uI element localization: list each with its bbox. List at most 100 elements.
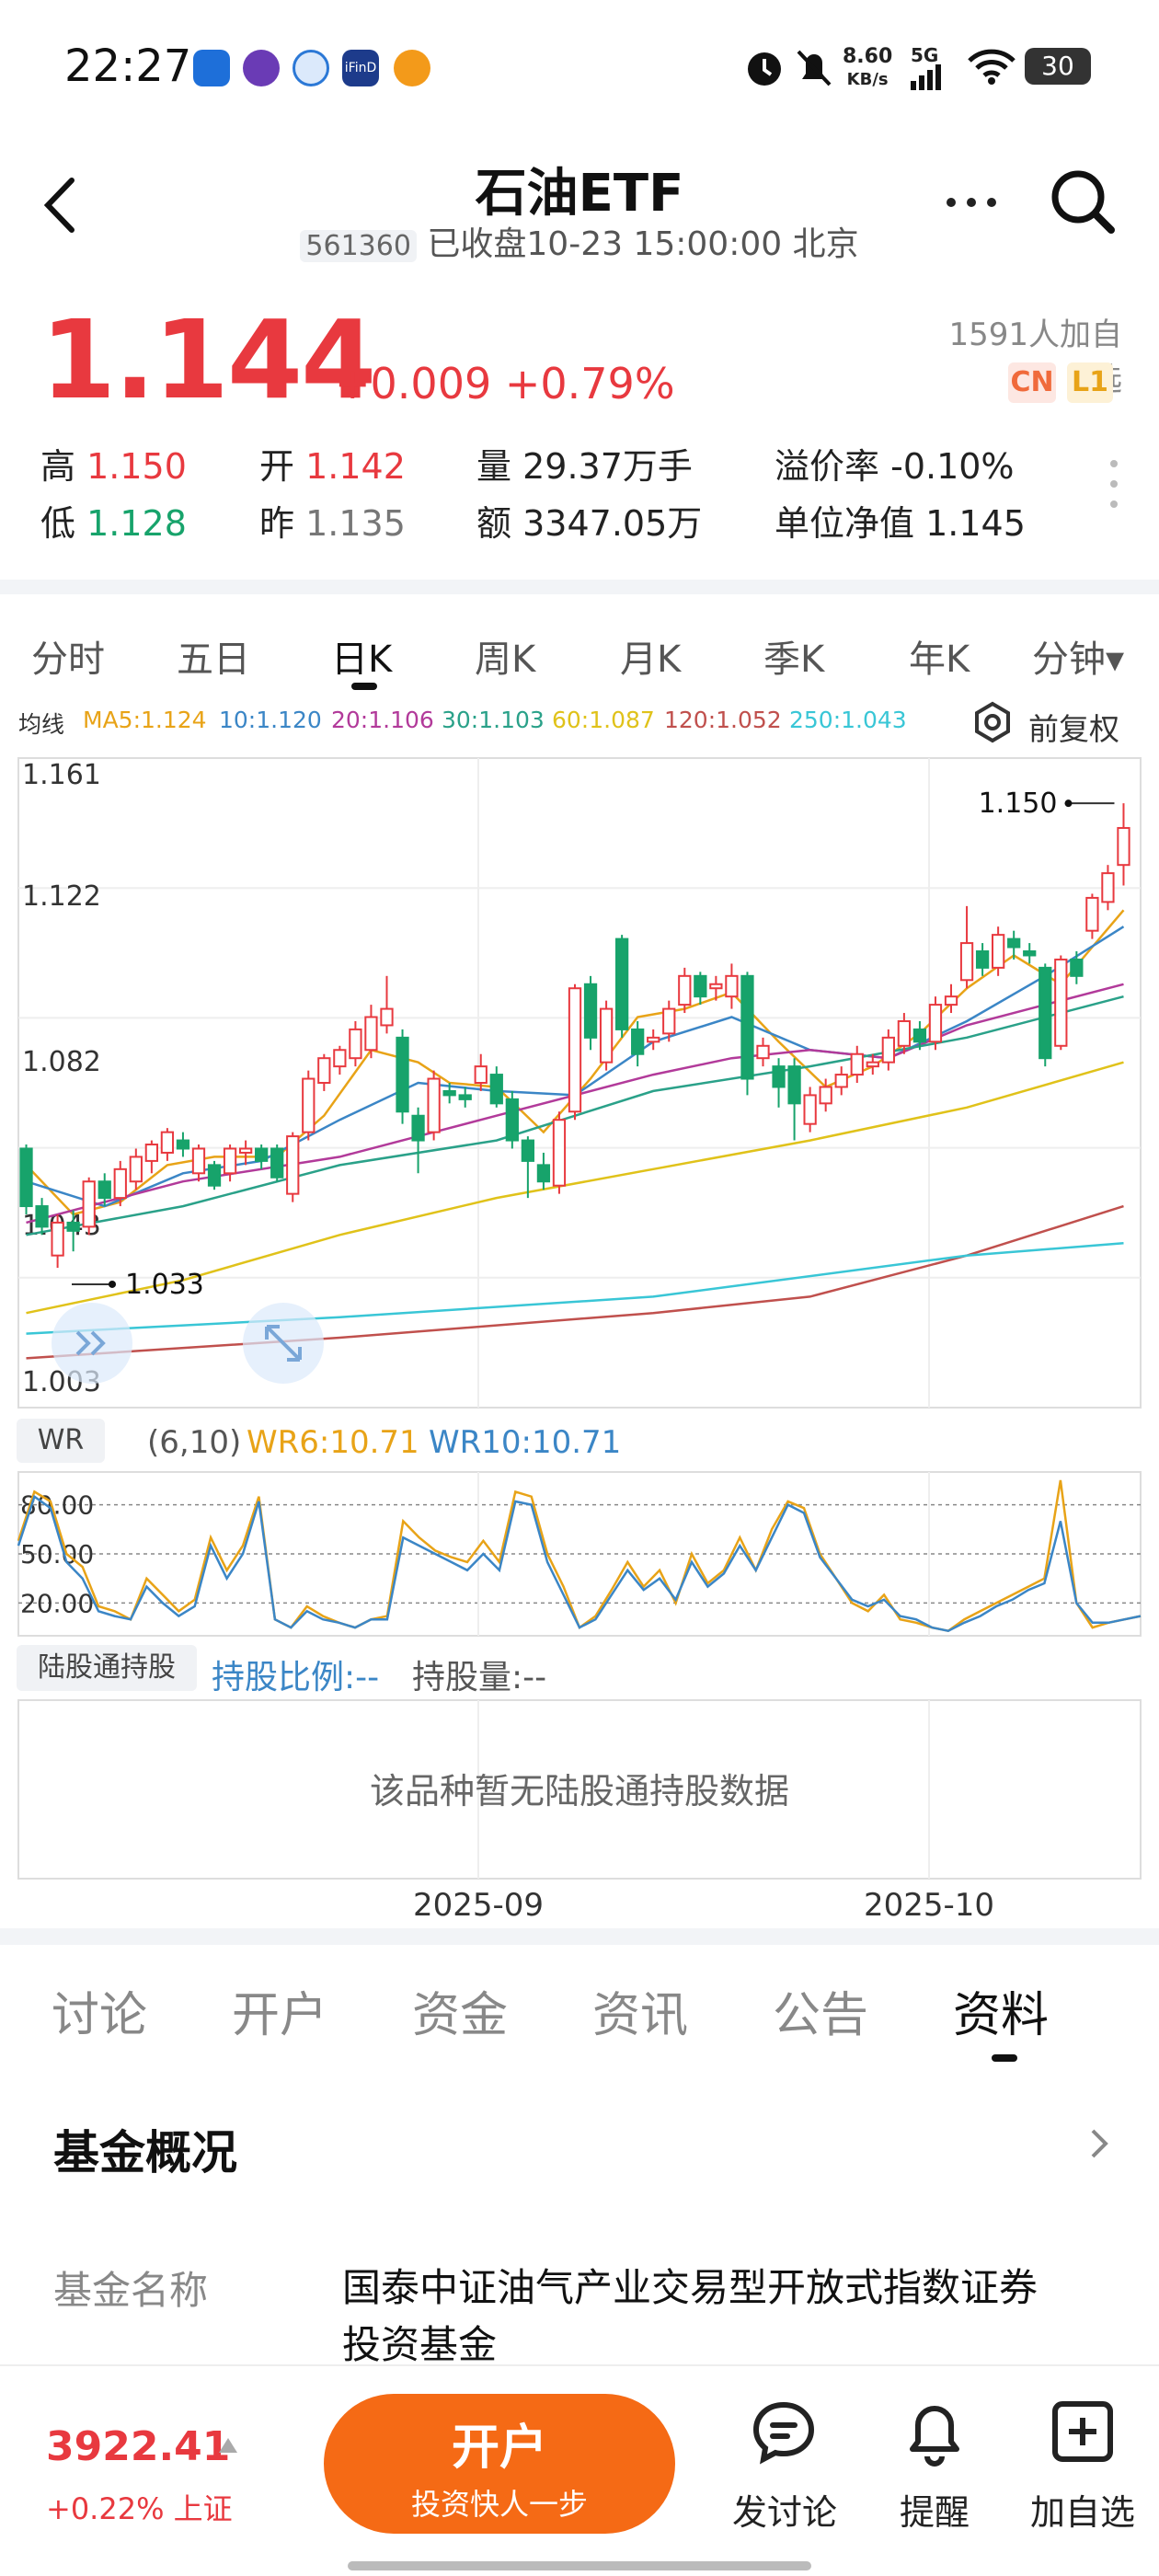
- candle-body: [317, 1057, 331, 1085]
- ma-line-ma60: [26, 1061, 1124, 1315]
- double-chevron-icon: [75, 1330, 106, 1356]
- wr-indicator-button[interactable]: WR: [17, 1419, 105, 1463]
- ma20-value: 20:1.106: [331, 707, 434, 733]
- x-tick-label: 2025-09: [413, 1887, 544, 1924]
- min-marker-dot: [109, 1280, 116, 1288]
- tab-monthly[interactable]: 月K: [620, 638, 682, 681]
- amount: 额 3347.05万: [476, 503, 703, 544]
- adjust-mode[interactable]: 前复权: [1028, 711, 1119, 747]
- candle-body: [725, 974, 739, 998]
- fund-name-value: 国泰中证油气产业交易型开放式指数证券 投资基金: [342, 2265, 1039, 2367]
- candle-body: [286, 1135, 300, 1195]
- hk-ratio: 持股比例:--: [212, 1659, 380, 1696]
- fund-name-label: 基金名称: [53, 2268, 209, 2313]
- ma-line-ma250: [26, 1242, 1124, 1335]
- candle-body: [834, 1074, 848, 1088]
- add-watchlist-icon[interactable]: [1050, 2399, 1115, 2464]
- remind-label[interactable]: 提醒: [900, 2492, 970, 2533]
- ma120-value: 120:1.052: [664, 707, 782, 733]
- candle-body: [427, 1077, 441, 1133]
- volume: 量 29.37万手: [476, 446, 693, 487]
- ma5-value: MA5:1.124: [83, 707, 207, 733]
- candle-body: [489, 1074, 503, 1105]
- candle-body: [912, 1028, 927, 1043]
- battery-icon: 30: [1025, 48, 1091, 85]
- candle-body: [505, 1098, 519, 1142]
- wr-tick-label: 20.00: [20, 1588, 94, 1618]
- index-change: +0.22% 上证: [46, 2491, 233, 2526]
- premium-rate: 溢价率 -0.10%: [775, 446, 1015, 487]
- candle-body: [144, 1144, 158, 1162]
- tab-announcements[interactable]: 公告: [773, 1988, 869, 2043]
- tab-news[interactable]: 资讯: [592, 1988, 689, 2043]
- candle-body: [819, 1086, 832, 1105]
- tab-intraday[interactable]: 分时: [31, 638, 105, 681]
- tab-open-account[interactable]: 开户: [232, 1988, 328, 2043]
- candle-body: [928, 1004, 943, 1043]
- cn-badge: CN: [1008, 362, 1056, 403]
- candle-body: [176, 1139, 190, 1150]
- candle-body: [349, 1028, 362, 1060]
- max-price-label: 1.150: [979, 788, 1058, 820]
- status-time: 22:27: [64, 40, 192, 92]
- candle-body: [1117, 826, 1130, 867]
- add-watchlist-label[interactable]: 加自选: [1030, 2492, 1136, 2533]
- ma250-value: 250:1.043: [789, 707, 907, 733]
- candle-body: [160, 1131, 175, 1154]
- page-title: 石油ETF: [475, 164, 684, 224]
- tab-discussion[interactable]: 讨论: [52, 1988, 148, 2043]
- candle-body: [1007, 937, 1021, 949]
- candle-body: [113, 1167, 127, 1200]
- app-notification-icon: [394, 50, 430, 86]
- status-bar: 22:27 iFinD 8.60 KB/s 5G 30: [0, 0, 1159, 138]
- candle-body: [35, 1205, 49, 1228]
- discuss-label[interactable]: 发讨论: [732, 2492, 838, 2533]
- up-triangle-icon: [219, 2438, 237, 2453]
- candle-body: [66, 1221, 80, 1232]
- tab-daily[interactable]: 日K: [331, 638, 393, 681]
- candle-body: [223, 1147, 237, 1175]
- search-icon[interactable]: [1047, 166, 1117, 236]
- bell-icon[interactable]: [901, 2398, 968, 2467]
- high-price: 高 1.150: [40, 446, 187, 487]
- wr10-value: WR10:10.71: [429, 1424, 622, 1461]
- kline-chart[interactable]: 1.1611.1221.0821.0431.0031.1501.03380.00…: [0, 754, 1159, 1928]
- mute-bell-icon: [797, 50, 832, 86]
- open-account-cta[interactable]: 开户 投资快人一步: [324, 2394, 675, 2534]
- tab-5day[interactable]: 五日: [177, 638, 250, 681]
- tab-profile[interactable]: 资料: [953, 1988, 1050, 2043]
- candle-body: [98, 1180, 111, 1200]
- candle-body: [756, 1044, 770, 1060]
- settings-gear-icon[interactable]: [971, 701, 1014, 743]
- tab-minute[interactable]: 分钟▾: [1032, 638, 1125, 681]
- tab-weekly[interactable]: 周K: [475, 638, 536, 681]
- back-arrow-icon[interactable]: [37, 173, 83, 237]
- tab-quarterly[interactable]: 季K: [763, 638, 825, 681]
- candle-body: [207, 1164, 222, 1187]
- expand-dots-icon[interactable]: [1107, 456, 1120, 512]
- candle-body: [599, 1007, 614, 1064]
- ma30-value: 30:1.103: [442, 707, 545, 733]
- chart-frame: [17, 757, 1142, 1409]
- x-tick-label: 2025-10: [864, 1887, 994, 1924]
- net-speed: 8.60 KB/s: [843, 45, 893, 90]
- tab-funds[interactable]: 资金: [412, 1988, 509, 2043]
- hk-connect-button[interactable]: 陆股通持股: [17, 1645, 197, 1691]
- ifind-icon: iFinD: [342, 50, 379, 86]
- y-tick-label: 1.082: [22, 1046, 101, 1078]
- candle-body: [866, 1061, 879, 1068]
- candle-body: [333, 1049, 347, 1068]
- open-price: 开 1.142: [259, 446, 406, 487]
- candle-body: [614, 937, 629, 1030]
- tab-yearly[interactable]: 年K: [909, 638, 970, 681]
- app-notification-icon: [193, 50, 230, 86]
- candle-body: [19, 1147, 33, 1208]
- discuss-icon[interactable]: [751, 2399, 817, 2466]
- candle-body: [1070, 958, 1084, 977]
- candle-body: [709, 983, 723, 990]
- candle-body: [302, 1077, 316, 1133]
- active-tab-indicator: [992, 2054, 1017, 2062]
- chevron-right-icon[interactable]: [1085, 2125, 1113, 2162]
- more-icon[interactable]: [944, 193, 999, 212]
- l1-badge: L1: [1067, 362, 1113, 403]
